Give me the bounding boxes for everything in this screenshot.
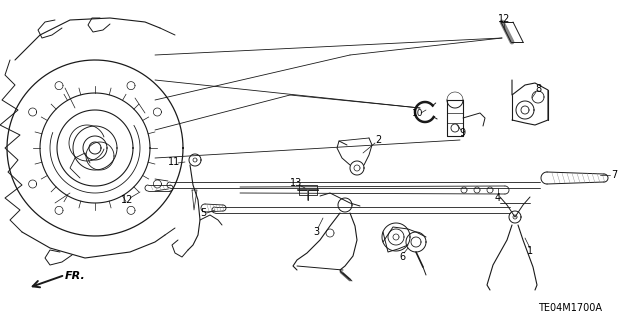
Text: 3: 3 bbox=[313, 227, 319, 237]
Text: 4: 4 bbox=[495, 193, 501, 203]
Text: 5: 5 bbox=[200, 208, 206, 218]
Text: 8: 8 bbox=[535, 84, 541, 94]
Text: FR.: FR. bbox=[65, 271, 85, 281]
Text: 10: 10 bbox=[412, 108, 424, 117]
Text: 7: 7 bbox=[611, 170, 617, 180]
Text: 12: 12 bbox=[121, 195, 133, 205]
Text: 1: 1 bbox=[527, 246, 533, 256]
Text: 12: 12 bbox=[498, 14, 510, 24]
Text: 6: 6 bbox=[399, 252, 405, 262]
Text: TE04M1700A: TE04M1700A bbox=[538, 303, 602, 313]
Text: 9: 9 bbox=[459, 128, 465, 138]
Text: 11: 11 bbox=[168, 157, 180, 167]
Text: 2: 2 bbox=[375, 135, 381, 145]
Text: 13: 13 bbox=[290, 178, 302, 188]
